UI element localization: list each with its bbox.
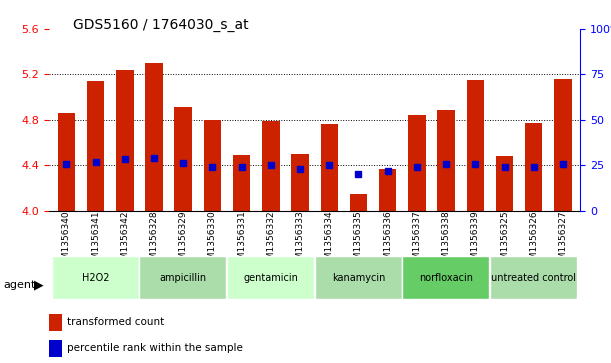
Bar [49,314,62,331]
Bar [321,124,338,211]
Bar [175,107,192,211]
Text: GSM1356336: GSM1356336 [383,211,392,271]
FancyBboxPatch shape [315,256,401,299]
Bar [116,70,134,211]
Text: GSM1356327: GSM1356327 [558,211,568,271]
Bar [554,79,572,211]
Bar [349,193,367,211]
Text: GDS5160 / 1764030_s_at: GDS5160 / 1764030_s_at [73,18,249,32]
Text: kanamycin: kanamycin [332,273,385,283]
Bar [467,80,484,211]
Bar [408,115,426,211]
Bar [525,123,543,211]
Text: GSM1356331: GSM1356331 [237,211,246,271]
Bar [49,340,62,357]
Text: GSM1356339: GSM1356339 [471,211,480,271]
Text: norfloxacin: norfloxacin [419,273,473,283]
Text: GSM1356329: GSM1356329 [179,211,188,271]
FancyBboxPatch shape [52,256,139,299]
FancyBboxPatch shape [139,256,227,299]
Text: GSM1356340: GSM1356340 [62,211,71,271]
Bar [496,156,513,211]
Text: ▶: ▶ [34,278,43,291]
Bar [437,110,455,211]
Text: GSM1356334: GSM1356334 [325,211,334,271]
Text: untreated control: untreated control [491,273,576,283]
Text: GSM1356341: GSM1356341 [91,211,100,271]
Text: GSM1356337: GSM1356337 [412,211,422,271]
FancyBboxPatch shape [490,256,577,299]
Text: ampicillin: ampicillin [159,273,207,283]
Bar [291,154,309,211]
FancyBboxPatch shape [402,256,489,299]
Text: GSM1356332: GSM1356332 [266,211,276,271]
Bar [233,155,251,211]
Text: percentile rank within the sample: percentile rank within the sample [67,343,243,354]
Text: transformed count: transformed count [67,317,165,327]
Text: GSM1356342: GSM1356342 [120,211,130,271]
Text: gentamicin: gentamicin [243,273,298,283]
Text: GSM1356333: GSM1356333 [296,211,304,271]
Bar [203,120,221,211]
Bar [145,63,163,211]
FancyBboxPatch shape [227,256,314,299]
Text: GSM1356338: GSM1356338 [442,211,450,271]
Bar [87,81,104,211]
Text: GSM1356335: GSM1356335 [354,211,363,271]
Text: GSM1356328: GSM1356328 [150,211,158,271]
Text: GSM1356325: GSM1356325 [500,211,509,271]
Text: GSM1356330: GSM1356330 [208,211,217,271]
Text: H2O2: H2O2 [82,273,109,283]
Text: GSM1356326: GSM1356326 [529,211,538,271]
Bar [57,113,75,211]
Bar [262,121,280,211]
Text: agent: agent [3,280,35,290]
Bar [379,168,397,211]
